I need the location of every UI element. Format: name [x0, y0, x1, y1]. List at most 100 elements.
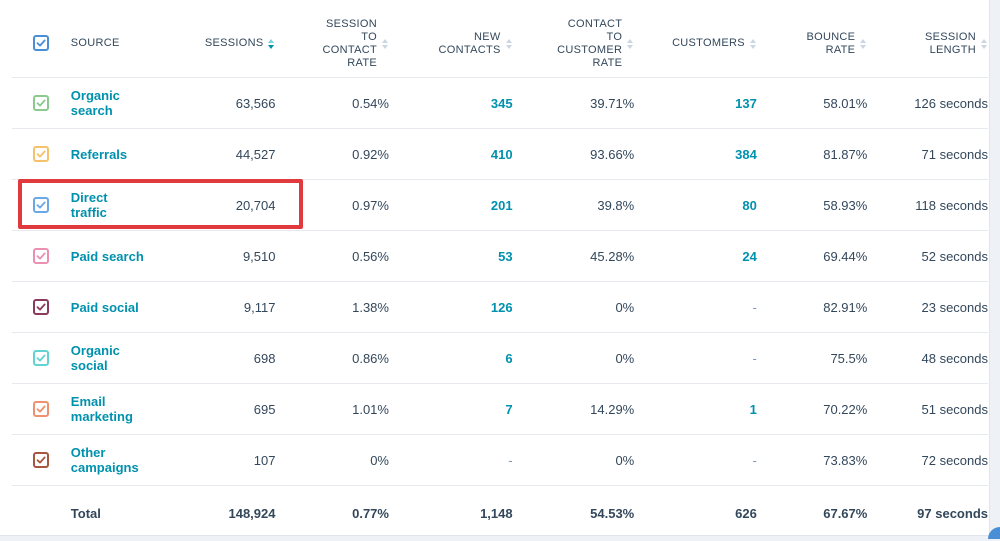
new-contacts-value[interactable]: 126 — [491, 300, 513, 315]
sort-icon[interactable] — [750, 39, 757, 49]
session-length-value: 52 seconds — [922, 249, 989, 264]
sort-icon[interactable] — [981, 39, 988, 49]
source-link[interactable]: Referrals — [71, 147, 127, 162]
session-to-contact-rate-value: 0.86% — [352, 351, 389, 366]
header-bounce-rate[interactable]: BOUNCE RATE — [757, 10, 867, 78]
sessions-value: 695 — [254, 402, 276, 417]
row-checkbox[interactable] — [33, 350, 49, 366]
sessions-value: 107 — [254, 453, 276, 468]
session-to-contact-rate-value: 0.97% — [352, 198, 389, 213]
new-contacts-value[interactable]: 410 — [491, 147, 513, 162]
header-sessions[interactable]: SESSIONS — [162, 10, 276, 78]
select-all-checkbox[interactable] — [33, 35, 49, 51]
sessions-value: 9,510 — [243, 249, 276, 264]
row-checkbox[interactable] — [33, 146, 49, 162]
header-contact-to-customer-rate-label: CONTACT TO CUSTOMER RATE — [556, 18, 622, 70]
check-icon — [36, 455, 46, 465]
sessions-value: 44,527 — [236, 147, 276, 162]
session-length-value: 126 seconds — [914, 96, 988, 111]
total-row: Total 148,924 0.77% 1,148 54.53% 626 67.… — [12, 486, 988, 541]
total-new-contacts: 1,148 — [389, 486, 513, 541]
source-link[interactable]: Organic search — [71, 88, 141, 118]
total-label: Total — [71, 486, 162, 541]
header-source[interactable]: SOURCE — [71, 10, 162, 78]
sessions-value: 20,704 — [236, 198, 276, 213]
row-checkbox-cell — [12, 129, 71, 180]
source-link[interactable]: Organic social — [71, 343, 141, 373]
row-checkbox[interactable] — [33, 401, 49, 417]
header-customers-label: CUSTOMERS — [672, 37, 745, 50]
header-customers[interactable]: CUSTOMERS — [634, 10, 757, 78]
session-to-contact-rate-value: 0.92% — [352, 147, 389, 162]
total-customers: 626 — [634, 486, 757, 541]
sort-icon[interactable] — [506, 39, 513, 49]
session-length-value: 71 seconds — [922, 147, 989, 162]
total-session-length: 97 seconds — [867, 486, 988, 541]
sessions-value: 698 — [254, 351, 276, 366]
sort-icon[interactable] — [268, 39, 275, 49]
source-link[interactable]: Email marketing — [71, 394, 141, 424]
sort-icon[interactable] — [860, 39, 867, 49]
sessions-value: 63,566 — [236, 96, 276, 111]
header-new-contacts[interactable]: NEW CONTACTS — [389, 10, 513, 78]
customers-value[interactable]: 24 — [742, 249, 756, 264]
source-link[interactable]: Other campaigns — [71, 445, 141, 475]
row-checkbox-cell — [12, 333, 71, 384]
new-contacts-value: - — [508, 453, 512, 468]
new-contacts-value[interactable]: 6 — [505, 351, 512, 366]
row-checkbox-cell — [12, 282, 71, 333]
session-length-value: 23 seconds — [922, 300, 989, 315]
customers-value[interactable]: 384 — [735, 147, 757, 162]
header-bounce-rate-label: BOUNCE RATE — [805, 31, 855, 57]
check-icon — [36, 200, 46, 210]
source-link[interactable]: Paid search — [71, 249, 144, 264]
contact-to-customer-rate-value: 39.8% — [597, 198, 634, 213]
header-session-to-contact-rate[interactable]: SESSION TO CONTACT RATE — [275, 10, 389, 78]
customers-value: - — [753, 453, 757, 468]
customers-value[interactable]: 137 — [735, 96, 757, 111]
contact-to-customer-rate-value: 93.66% — [590, 147, 634, 162]
source-link[interactable]: Paid social — [71, 300, 139, 315]
session-length-value: 118 seconds — [915, 198, 988, 213]
bounce-rate-value: 58.01% — [823, 96, 867, 111]
sort-icon[interactable] — [382, 39, 389, 49]
session-length-value: 48 seconds — [922, 351, 989, 366]
total-sessions: 148,924 — [162, 486, 276, 541]
contact-to-customer-rate-value: 0% — [615, 351, 634, 366]
check-icon — [36, 38, 46, 48]
row-checkbox[interactable] — [33, 95, 49, 111]
check-icon — [36, 149, 46, 159]
customers-value: - — [753, 351, 757, 366]
row-checkbox[interactable] — [33, 299, 49, 315]
row-checkbox-cell — [12, 384, 71, 435]
new-contacts-value[interactable]: 201 — [491, 198, 513, 213]
header-source-label: SOURCE — [71, 37, 120, 49]
customers-value[interactable]: 1 — [750, 402, 757, 417]
header-contact-to-customer-rate[interactable]: CONTACT TO CUSTOMER RATE — [513, 10, 635, 78]
new-contacts-value[interactable]: 345 — [491, 96, 513, 111]
session-to-contact-rate-value: 0% — [370, 453, 389, 468]
table-header-row: SOURCE SESSIONS SESSION TO CONTACT RATE … — [12, 10, 988, 78]
bounce-rate-value: 58.93% — [823, 198, 867, 213]
customers-value: - — [753, 300, 757, 315]
row-checkbox-cell — [12, 231, 71, 282]
contact-to-customer-rate-value: 0% — [615, 300, 634, 315]
customers-value[interactable]: 80 — [742, 198, 756, 213]
new-contacts-value[interactable]: 53 — [498, 249, 512, 264]
sessions-value: 9,117 — [244, 300, 276, 315]
session-to-contact-rate-value: 1.01% — [352, 402, 389, 417]
header-session-length[interactable]: SESSION LENGTH — [867, 10, 988, 78]
sort-icon[interactable] — [627, 39, 634, 49]
row-checkbox[interactable] — [33, 197, 49, 213]
header-new-contacts-label: NEW CONTACTS — [435, 31, 501, 57]
row-checkbox[interactable] — [33, 452, 49, 468]
new-contacts-value[interactable]: 7 — [505, 402, 512, 417]
source-link[interactable]: Direct traffic — [71, 190, 141, 220]
check-icon — [36, 353, 46, 363]
row-checkbox[interactable] — [33, 248, 49, 264]
